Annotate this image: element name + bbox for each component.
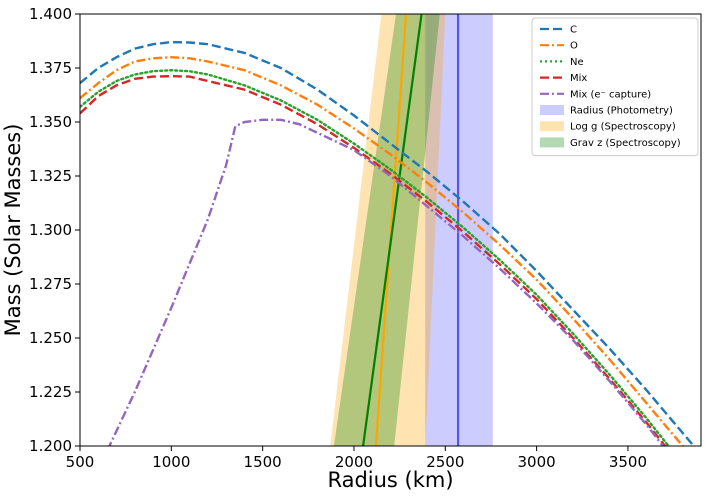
band-grav-z-spectroscopy bbox=[333, 14, 440, 446]
reference-lines-layer bbox=[362, 14, 460, 446]
y-tick-label: 1.375 bbox=[29, 59, 72, 77]
x-tick-label: 3000 bbox=[518, 453, 556, 471]
bands-layer bbox=[330, 14, 493, 446]
x-tick-label: 3500 bbox=[609, 453, 647, 471]
y-tick-label: 1.325 bbox=[29, 167, 72, 185]
reference-line-2 bbox=[374, 14, 408, 446]
band-log-g-spectroscopy bbox=[330, 14, 446, 446]
y-tick-label: 1.275 bbox=[29, 275, 72, 293]
series-line-ne bbox=[80, 68, 671, 446]
series-line-mix bbox=[80, 74, 667, 446]
y-axis-label: Mass (Solar Masses) bbox=[1, 124, 25, 337]
y-tick-label: 1.400 bbox=[29, 5, 72, 23]
legend-swatch-log-g-spectroscopy bbox=[540, 121, 564, 132]
legend-label-mix-e-capture: Mix (e⁻ capture) bbox=[570, 89, 651, 100]
legend-label-mix: Mix bbox=[570, 73, 587, 84]
series-line-o bbox=[80, 55, 685, 446]
reference-line-3 bbox=[362, 14, 423, 446]
legend-swatch-grav-z-spectroscopy bbox=[540, 137, 564, 148]
series-line-mix-e-capture bbox=[108, 118, 665, 446]
y-tick-label: 1.250 bbox=[29, 329, 72, 347]
x-tick-label: 1500 bbox=[244, 453, 282, 471]
y-tick-label: 1.200 bbox=[29, 437, 72, 455]
legend-label-c: C bbox=[570, 25, 577, 36]
x-axis-label: Radius (km) bbox=[327, 468, 453, 492]
y-tick-label: 1.350 bbox=[29, 113, 72, 131]
legend-label-o: O bbox=[570, 41, 578, 52]
legend-label-ne: Ne bbox=[570, 57, 584, 68]
legend-label-grav-z-spectroscopy: Grav z (Spectroscopy) bbox=[570, 138, 681, 149]
legend-box bbox=[531, 17, 699, 157]
legend-swatch-radius-photometry bbox=[540, 105, 564, 115]
x-tick-label: 2500 bbox=[426, 453, 464, 471]
x-tick-label: 2000 bbox=[335, 453, 373, 471]
x-tick-label: 1000 bbox=[152, 453, 190, 471]
legend-label-log-g-spectroscopy: Log g (Spectroscopy) bbox=[570, 122, 676, 133]
series-layer bbox=[80, 40, 696, 446]
y-tick-label: 1.225 bbox=[29, 383, 72, 401]
y-tick-label: 1.300 bbox=[29, 221, 72, 239]
legend: CO Ne Mix Mix (e⁻ capture) Radius (Photometr… bbox=[531, 17, 699, 157]
legend-label-radius-photometry: Radius (Photometry) bbox=[570, 106, 673, 117]
x-tick-label: 500 bbox=[66, 453, 95, 471]
series-line-c bbox=[80, 40, 696, 446]
ticks-layer: 500 1000 1500 2000 2500 3000 3500 1.200 1.225 1.2… bbox=[29, 5, 647, 471]
